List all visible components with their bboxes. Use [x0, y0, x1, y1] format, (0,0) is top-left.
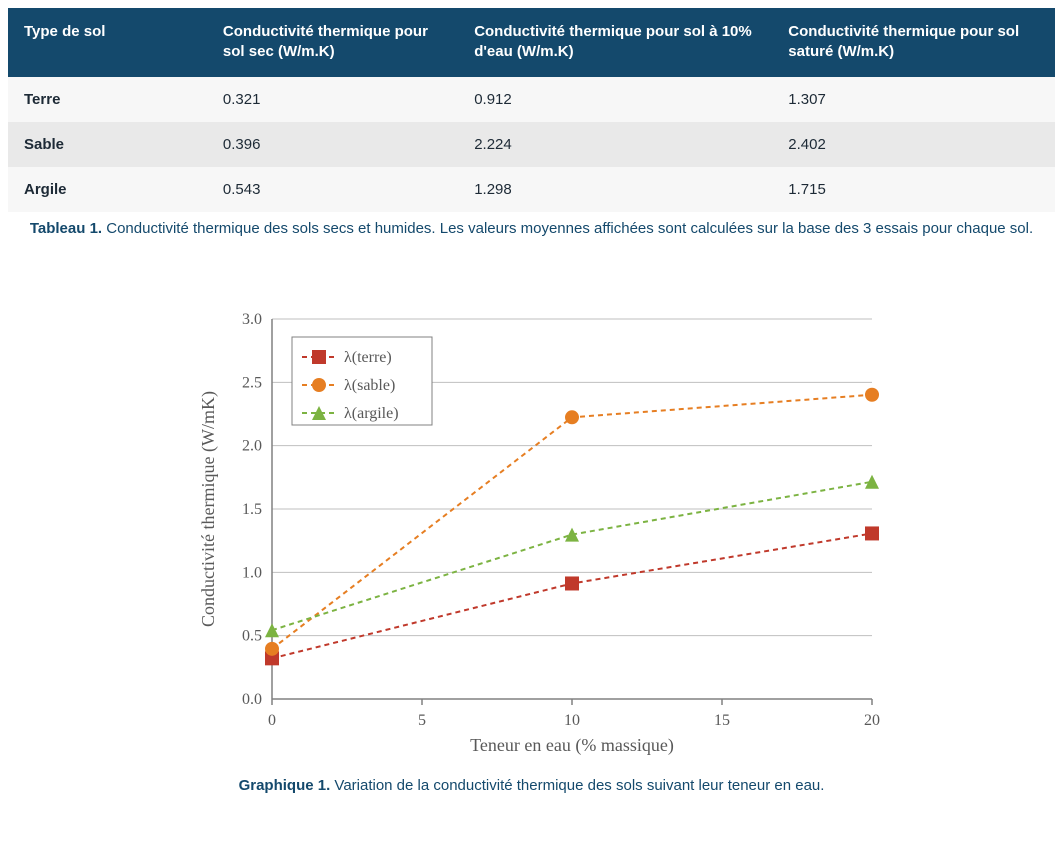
- svg-text:λ(argile): λ(argile): [344, 405, 399, 422]
- svg-text:λ(terre): λ(terre): [344, 349, 392, 366]
- chart-caption-text: Variation de la conductivité thermique d…: [334, 777, 824, 794]
- table-row: Terre 0.321 0.912 1.307: [8, 77, 1055, 122]
- svg-text:3.0: 3.0: [242, 311, 262, 328]
- svg-text:0.5: 0.5: [242, 627, 262, 644]
- chart-caption-label: Graphique 1.: [239, 777, 331, 794]
- cell-value: 1.715: [772, 167, 1055, 212]
- svg-text:1.0: 1.0: [242, 564, 262, 581]
- col-header-sat: Conductivité thermique pour sol saturé (…: [772, 8, 1055, 77]
- svg-text:Teneur en eau (% massique): Teneur en eau (% massique): [470, 735, 674, 756]
- cell-value: 1.307: [772, 77, 1055, 122]
- col-header-10pct: Conductivité thermique pour sol à 10% d'…: [458, 8, 772, 77]
- col-header-type: Type de sol: [8, 8, 207, 77]
- cell-value: 0.912: [458, 77, 772, 122]
- cell-value: 2.224: [458, 122, 772, 167]
- conductivity-chart: 0.0 0.5 1.0 1.5 2.0 2.5 3.0 0 5 10 15 20 Teneur en e…: [172, 299, 892, 769]
- thermal-conductivity-table: Type de sol Conductivité thermique pour …: [8, 8, 1055, 212]
- row-name: Argile: [8, 167, 207, 212]
- svg-text:20: 20: [864, 712, 880, 729]
- row-name: Terre: [8, 77, 207, 122]
- cell-value: 0.396: [207, 122, 458, 167]
- svg-text:0: 0: [268, 712, 276, 729]
- svg-text:5: 5: [418, 712, 426, 729]
- cell-value: 1.298: [458, 167, 772, 212]
- cell-value: 0.543: [207, 167, 458, 212]
- col-header-dry: Conductivité thermique pour sol sec (W/m…: [207, 8, 458, 77]
- table-caption-text: Conductivité thermique des sols secs et …: [106, 220, 1033, 237]
- svg-text:1.5: 1.5: [242, 501, 262, 518]
- cell-value: 0.321: [207, 77, 458, 122]
- svg-text:0.0: 0.0: [242, 691, 262, 708]
- table-caption-label: Tableau 1.: [30, 220, 102, 237]
- chart-caption: Graphique 1. Variation de la conductivit…: [8, 775, 1055, 796]
- svg-text:Conductivité thermique (W/mK): Conductivité thermique (W/mK): [198, 391, 219, 627]
- svg-text:2.0: 2.0: [242, 437, 262, 454]
- cell-value: 2.402: [772, 122, 1055, 167]
- svg-text:λ(sable): λ(sable): [344, 377, 395, 394]
- row-name: Sable: [8, 122, 207, 167]
- svg-text:10: 10: [564, 712, 580, 729]
- table-row: Argile 0.543 1.298 1.715: [8, 167, 1055, 212]
- svg-text:2.5: 2.5: [242, 374, 262, 391]
- table-caption: Tableau 1. Conductivité thermique des so…: [8, 218, 1055, 239]
- table-row: Sable 0.396 2.224 2.402: [8, 122, 1055, 167]
- svg-text:15: 15: [714, 712, 730, 729]
